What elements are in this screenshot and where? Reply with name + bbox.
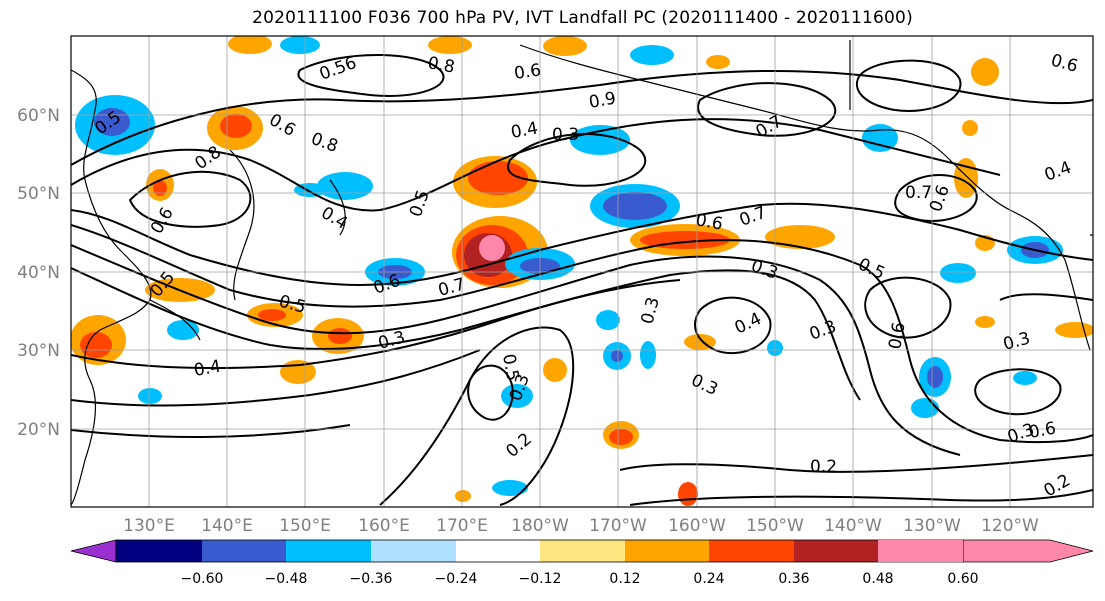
colorbar-segment (371, 540, 456, 562)
lon-label-170w: 170°W (589, 516, 647, 536)
lat-label-60n: 60°N (17, 106, 60, 126)
colorbar-tick-label: −0.60 (181, 571, 224, 587)
lon-label-160w: 160°W (668, 516, 726, 536)
lon-label-180w: 180°W (511, 516, 569, 536)
colorbar-tick-label: 0.36 (778, 571, 809, 587)
colorbar-segment (709, 540, 794, 562)
colorbar-segment (116, 540, 202, 562)
contour-label: 0.8 (426, 53, 456, 77)
map-panel: 0.5 0.56 0.8 0.6 0.9 0.6 0.8 0.4 0.3 0.7… (70, 35, 1094, 508)
colorbar-segment (456, 540, 540, 562)
colorbar-segment (540, 540, 625, 562)
colorbar-segment (625, 540, 709, 562)
contour-label: 0.6 (694, 210, 724, 234)
latitude-labels: 60°N 50°N 40°N 30°N 20°N (17, 106, 60, 440)
lat-label-30n: 30°N (17, 341, 60, 361)
colorbar-tick-label: −0.24 (435, 571, 478, 587)
colorbar-tick-label: −0.36 (350, 571, 393, 587)
contour-label: 0.4 (192, 357, 222, 381)
colorbar-extend-low (70, 539, 117, 563)
lon-label-150w: 150°W (746, 516, 804, 536)
colorbar-tick-label: 0.24 (693, 571, 724, 587)
contour-label: 0.4 (509, 119, 539, 143)
colorbar-segment (202, 540, 286, 562)
lon-label-130e: 130°E (123, 516, 175, 536)
pv-contours (71, 54, 1093, 506)
colorbar-segment (878, 540, 963, 562)
contour-label: 0.6 (513, 60, 543, 84)
colorbar-tick-label: 0.12 (609, 571, 640, 587)
contour-label: 0.6 (885, 321, 909, 351)
map-frame (70, 35, 1094, 508)
colorbar-tick-label: 0.60 (947, 571, 978, 587)
colorbar-tick-label: −0.12 (519, 571, 562, 587)
colorbar-tick-label: −0.48 (265, 571, 308, 587)
lon-label-170e: 170°E (436, 516, 488, 536)
graticule (71, 36, 1093, 507)
lat-label-50n: 50°N (17, 184, 60, 204)
colorbar: −0.60 −0.48 −0.36 −0.24 −0.12 0.12 0.24 … (70, 539, 1094, 587)
lon-label-140e: 140°E (201, 516, 253, 536)
lon-label-140w: 140°W (824, 516, 882, 536)
lon-label-160e: 160°E (358, 516, 410, 536)
lon-label-130w: 130°W (903, 516, 961, 536)
coastlines (71, 40, 1093, 506)
contour-label: 0.3 (552, 125, 579, 145)
colorbar-segment (794, 540, 878, 562)
colorbar-tick-label: 0.48 (862, 571, 893, 587)
contour-label: 0.9 (587, 89, 617, 113)
lon-label-120w: 120°W (981, 516, 1039, 536)
contour-label: 0.6 (1027, 419, 1057, 443)
colorbar-segment (286, 540, 371, 562)
contour-label: 0.5 (498, 352, 522, 382)
map-title: 2020111100 F036 700 hPa PV, IVT Landfall… (252, 8, 913, 28)
contour-label: 0.2 (810, 457, 837, 477)
longitude-labels: 130°E 140°E 150°E 160°E 170°E 180°W 170°… (123, 516, 1039, 536)
lat-label-40n: 40°N (17, 263, 60, 283)
colorbar-extend-high (962, 539, 1094, 563)
contour-label: 0.7 (905, 183, 932, 203)
lat-label-20n: 20°N (17, 420, 60, 440)
lon-label-150e: 150°E (279, 516, 331, 536)
